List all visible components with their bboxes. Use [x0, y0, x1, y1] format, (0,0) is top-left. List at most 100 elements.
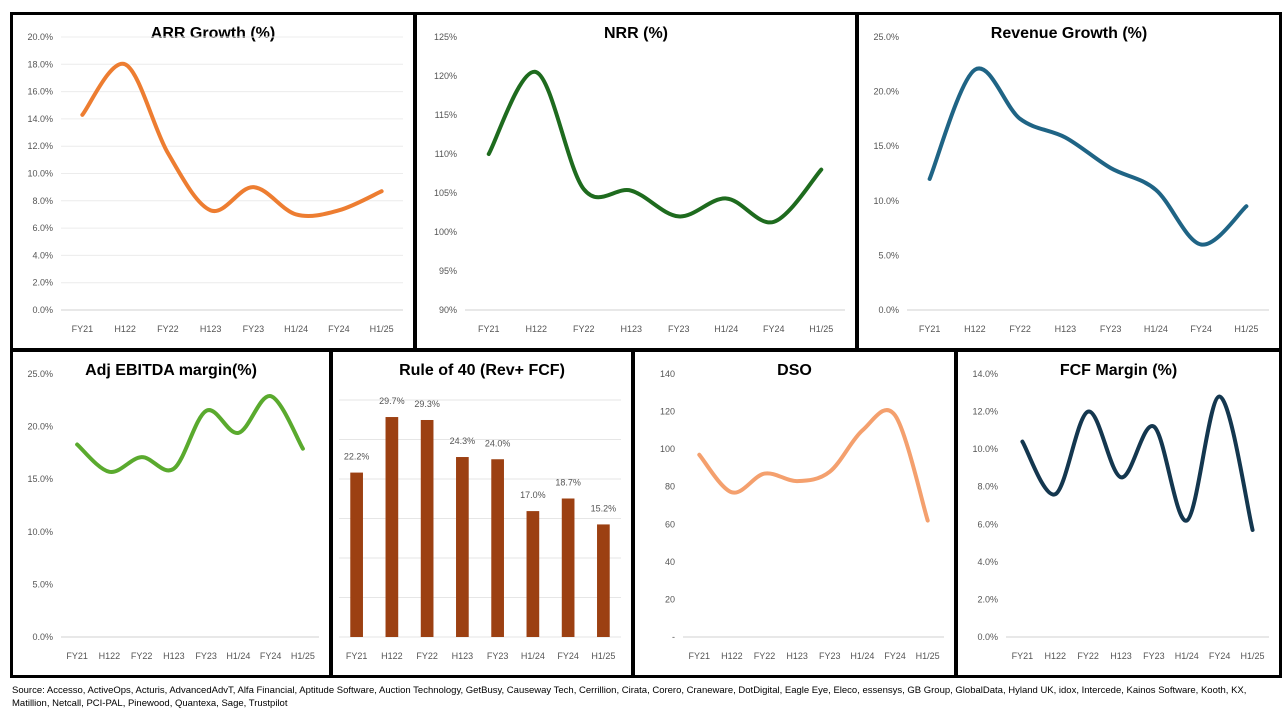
x-tick-label: FY23 [487, 651, 509, 661]
y-tick-label: 140 [660, 369, 675, 379]
x-tick-label: FY21 [689, 651, 711, 661]
y-tick-label: 10.0% [972, 444, 998, 454]
bar [561, 498, 575, 637]
chart-title: Adj EBITDA margin(%) [85, 362, 257, 379]
chart-title: Rule of 40 (Rev+ FCF) [399, 362, 565, 379]
x-tick-label: FY23 [819, 651, 841, 661]
bar [420, 419, 434, 637]
chart-title: DSO [777, 362, 812, 379]
y-tick-label: 115% [435, 110, 457, 120]
x-tick-label: H122 [964, 324, 986, 334]
y-tick-label: 120% [434, 71, 457, 81]
x-tick-label: H1/24 [714, 324, 738, 334]
y-tick-label: 4.0% [977, 557, 998, 567]
bar [350, 472, 363, 637]
data-label: 22.2% [344, 452, 370, 462]
y-tick-label: 18.0% [27, 59, 53, 69]
series-line [75, 394, 305, 474]
x-tick-label: FY24 [884, 651, 906, 661]
x-tick-label: H1/24 [521, 651, 545, 661]
x-tick-label: H122 [525, 324, 547, 334]
x-tick-label: FY23 [1100, 324, 1122, 334]
series-line [486, 70, 824, 225]
x-tick-label: H123 [1110, 651, 1132, 661]
x-tick-label: FY23 [243, 324, 265, 334]
chart-title: ARR Growth (%) [150, 25, 276, 42]
x-tick-label: H1/25 [591, 651, 615, 661]
data-label: 17.0% [520, 490, 546, 500]
x-tick-label: H1/25 [1234, 324, 1258, 334]
chart-rule-of-40: Rule of 40 (Rev+ FCF) FY21 H122 FY22 H123 FY2… [330, 349, 634, 678]
x-tick-label: FY22 [754, 651, 776, 661]
bar [491, 459, 504, 637]
series-line [927, 66, 1249, 247]
x-tick-label: H1/25 [916, 651, 940, 661]
x-tick-label: H122 [114, 324, 136, 334]
x-tick-label: FY24 [328, 324, 350, 334]
x-tick-label: FY24 [1190, 324, 1212, 334]
y-tick-label: 100 [660, 444, 675, 454]
x-tick-label: FY21 [478, 324, 500, 334]
x-tick-label: FY22 [416, 651, 438, 661]
bar [456, 457, 469, 637]
x-tick-label: H123 [452, 651, 474, 661]
x-tick-label: FY24 [557, 651, 579, 661]
y-tick-label: 15.0% [873, 141, 899, 151]
x-tick-label: FY21 [72, 324, 94, 334]
x-tick-label: FY22 [1009, 324, 1031, 334]
y-tick-label: 60 [665, 519, 675, 529]
y-tick-label: 4.0% [32, 250, 53, 260]
data-label: 18.7% [555, 478, 581, 488]
y-tick-label: 8.0% [977, 482, 998, 492]
data-label: 29.3% [414, 399, 440, 409]
x-tick-label: FY24 [763, 324, 785, 334]
chart-fcf-margin: FCF Margin (%) 0.0% 2.0% 4.0% 6.0% 8.0% 10.0% 1… [955, 349, 1282, 678]
chart-dso: DSO - 20 40 60 80 100 120 140 FY21 H122 FY22 H123 FY2… [632, 349, 957, 678]
x-tick-label: H123 [786, 651, 808, 661]
bar [526, 511, 540, 637]
data-label: 15.2% [591, 503, 617, 513]
y-tick-label: 10.0% [873, 196, 899, 206]
y-tick-label: 10.0% [27, 527, 53, 537]
data-label: 24.0% [485, 438, 511, 448]
chart-title: NRR (%) [604, 25, 668, 42]
x-tick-label: H123 [163, 651, 185, 661]
y-tick-label: 0.0% [878, 305, 899, 315]
y-tick-label: 2.0% [32, 278, 53, 288]
x-tick-label: FY22 [131, 651, 153, 661]
y-tick-label: 90% [439, 305, 457, 315]
y-tick-label: 25.0% [27, 369, 53, 379]
y-tick-label: 12.0% [972, 407, 998, 417]
y-tick-label: 120 [660, 407, 675, 417]
y-tick-label: 105% [434, 188, 457, 198]
data-label: 29.7% [379, 396, 405, 406]
chart-plot: 0.0% 2.0% 4.0% 6.0% 8.0% 10.0% 12.0% 14.0% FY21 H… [972, 369, 1269, 661]
y-tick-label: 5.0% [878, 250, 899, 260]
source-note: Source: Accesso, ActiveOps, Acturis, Adv… [12, 685, 1247, 709]
chart-nrr: NRR (%) 90% 95% 100% 105% 110% 115% 120% 125% FY2… [414, 12, 858, 351]
x-tick-label: FY24 [1209, 651, 1231, 661]
y-tick-label: 8.0% [32, 196, 53, 206]
chart-adj-ebitda-margin: Adj EBITDA margin(%) 0.0% 5.0% 10.0% 15.0% 20… [10, 349, 332, 678]
x-tick-label: FY22 [157, 324, 179, 334]
y-tick-label: - [672, 632, 675, 642]
series-line [697, 408, 930, 523]
y-tick-label: 2.0% [977, 594, 998, 604]
y-tick-label: 14.0% [972, 369, 998, 379]
chart-plot: 90% 95% 100% 105% 110% 115% 120% 125% FY21 H122 FY… [434, 32, 845, 334]
chart-plot: 0.0% 5.0% 10.0% 15.0% 20.0% 25.0% FY21 H122 FY22… [27, 369, 319, 661]
y-tick-label: 20 [665, 594, 675, 604]
chart-plot: 0.0% 5.0% 10.0% 15.0% 20.0% 25.0% FY21 H122 FY22… [873, 32, 1269, 334]
chart-arr-growth: ARR Growth (%) 0.0% 2.0% 4.0% 6.0% 8.0% 10.0% 1… [10, 12, 416, 351]
y-tick-label: 10.0% [27, 169, 53, 179]
x-tick-label: H1/24 [226, 651, 250, 661]
y-tick-label: 40 [665, 557, 675, 567]
y-tick-label: 6.0% [32, 223, 53, 233]
x-tick-label: H122 [381, 651, 403, 661]
x-tick-label: FY23 [195, 651, 217, 661]
y-tick-label: 6.0% [977, 519, 998, 529]
y-tick-label: 100% [434, 227, 457, 237]
chart-plot: FY21 H122 FY22 H123 FY23 H1/24 FY24 H1/25 22.2% 2… [339, 396, 621, 661]
series-line [1020, 394, 1255, 532]
x-tick-label: FY21 [919, 324, 941, 334]
